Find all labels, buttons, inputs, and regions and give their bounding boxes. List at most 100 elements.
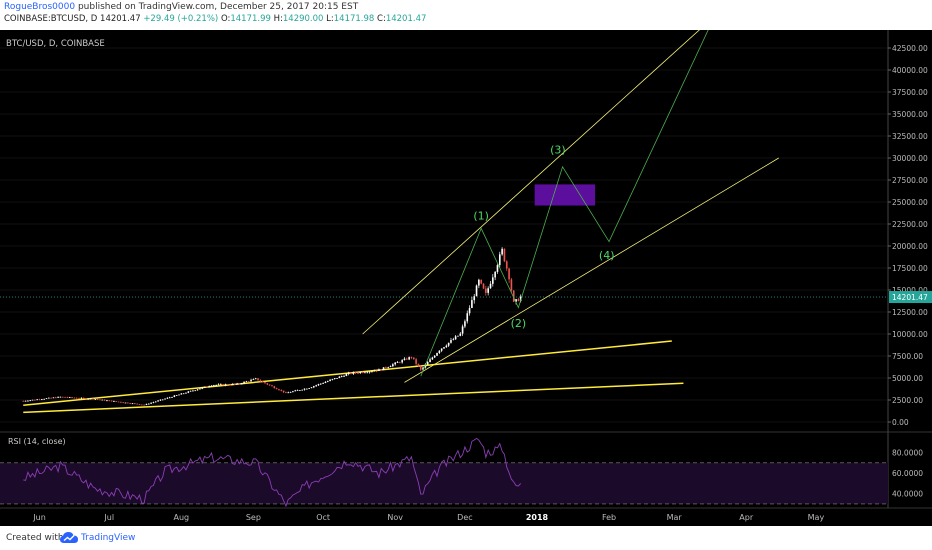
- candle-body: [278, 389, 280, 391]
- candle-body: [405, 358, 408, 360]
- candle-body: [475, 285, 478, 297]
- candle-body: [61, 396, 64, 398]
- trendline: [23, 340, 672, 407]
- candle-body: [410, 357, 413, 358]
- candle-body: [492, 277, 494, 284]
- candle-body: [419, 366, 422, 370]
- candle-body: [68, 397, 71, 398]
- candle-body: [85, 398, 87, 399]
- candle-body: [220, 384, 222, 385]
- candle-body: [108, 400, 111, 402]
- tradingview-brand[interactable]: TradingView: [81, 533, 136, 543]
- candle-body: [92, 398, 94, 400]
- y-tick-label: 40000.00: [892, 66, 928, 75]
- chart-svg[interactable]: BTC/USD, D, COINBASE 45000.00 42500.00 4000…: [0, 30, 932, 526]
- candle-body: [50, 397, 52, 399]
- chart-header: RogueBros0000 published on TradingView.c…: [0, 0, 932, 30]
- candle-body: [96, 399, 99, 400]
- candle-body: [245, 381, 248, 383]
- candle-body: [389, 366, 392, 368]
- candle-body: [124, 402, 127, 404]
- candle-body: [171, 397, 173, 398]
- candle-body: [187, 391, 190, 393]
- candle-body: [41, 399, 43, 401]
- candle-body: [292, 391, 294, 393]
- candle-body: [433, 355, 436, 358]
- candle-body: [282, 390, 285, 393]
- x-axis-label: Sep: [246, 513, 261, 522]
- x-axis-label: Mar: [667, 513, 683, 522]
- candle-body: [426, 362, 429, 365]
- quote-line: COINBASE:BTCUSD, D 14201.47 +29.49 (+0.2…: [4, 14, 426, 25]
- candle-body: [229, 384, 231, 386]
- candle-body: [57, 396, 59, 398]
- candle-body: [515, 299, 517, 302]
- rsi-tick-label: 40.0000: [892, 490, 923, 499]
- candle-body: [140, 404, 143, 406]
- candle-body: [122, 402, 125, 404]
- y-tick-label: 35000.00: [892, 110, 928, 119]
- candle-body: [168, 397, 171, 399]
- author-link[interactable]: RogueBros0000: [4, 2, 76, 12]
- rsi-tick-label: 60.0000: [892, 469, 923, 478]
- target-zone: [534, 184, 596, 206]
- x-axis-label: Feb: [602, 513, 616, 522]
- candle-body: [78, 398, 80, 399]
- candle-body: [201, 387, 204, 389]
- pane-title: BTC/USD, D, COINBASE: [6, 39, 105, 49]
- candle-body: [501, 248, 503, 255]
- candle-body: [29, 400, 32, 402]
- candle-body: [236, 383, 238, 385]
- candle-body: [34, 399, 36, 401]
- candle-body: [31, 399, 34, 401]
- candle-body: [131, 403, 134, 405]
- y-tick-label: 10000.00: [892, 330, 928, 339]
- candle-body: [273, 386, 276, 389]
- candle-body: [261, 381, 264, 383]
- candle-body: [250, 379, 252, 382]
- candle-body: [459, 333, 462, 336]
- tradingview-cloud-icon: [60, 532, 78, 543]
- candle-body: [208, 386, 211, 387]
- candle-body: [213, 385, 215, 386]
- x-axis-label: 2018: [526, 513, 549, 522]
- x-axis-label: Dec: [457, 513, 472, 522]
- candle-body: [429, 359, 431, 363]
- candle-body: [157, 400, 159, 402]
- y-tick-label: 25000.00: [892, 198, 928, 207]
- candle-body: [94, 399, 97, 400]
- candle-body: [173, 395, 176, 398]
- wave-label: (3): [550, 144, 566, 157]
- candle-body: [401, 360, 403, 363]
- candle-body: [27, 400, 29, 402]
- trendline: [362, 30, 700, 335]
- open-label: O:: [220, 14, 231, 24]
- x-axis-label: Oct: [316, 513, 330, 522]
- candle-body: [268, 384, 271, 386]
- candle-body: [285, 392, 287, 394]
- candle-body: [154, 401, 157, 403]
- candle-body: [408, 357, 410, 360]
- candle-body: [345, 374, 348, 377]
- candle-body: [136, 403, 138, 405]
- candle-body: [392, 364, 394, 367]
- candle-body: [82, 397, 85, 399]
- candle-body: [75, 397, 78, 399]
- y-tick-labels: 45000.00 42500.00 40000.00 37500.00 35000.00…: [888, 30, 928, 427]
- candle-body: [473, 296, 476, 301]
- candle-body: [166, 397, 169, 399]
- candle-body: [454, 336, 457, 340]
- chart-area[interactable]: BTC/USD, D, COINBASE 45000.00 42500.00 4000…: [0, 30, 932, 526]
- candle-body: [87, 398, 90, 400]
- candle-body: [371, 371, 373, 373]
- y-tick-label: 15000.00: [892, 286, 928, 295]
- candle-body: [310, 387, 313, 389]
- trendline: [23, 382, 684, 414]
- candle-body: [466, 313, 469, 322]
- candle-body: [247, 381, 250, 383]
- candle-body: [319, 383, 322, 385]
- candle-body: [266, 383, 269, 385]
- candle-body: [110, 400, 113, 402]
- candle-body: [164, 398, 166, 400]
- candle-body: [422, 367, 424, 370]
